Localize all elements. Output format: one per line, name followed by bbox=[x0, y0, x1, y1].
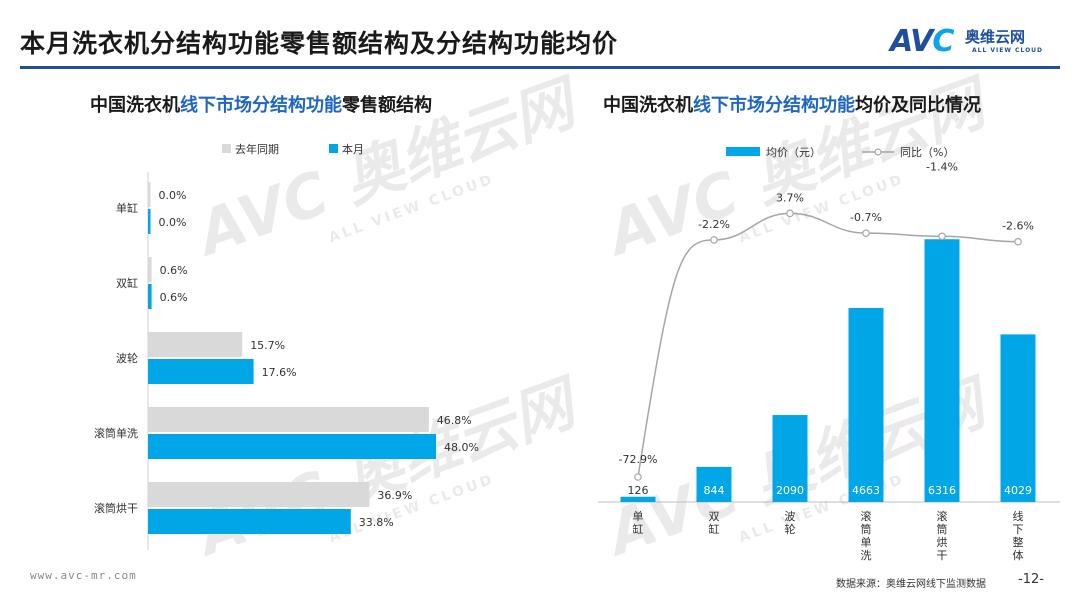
data-label: 0.0% bbox=[159, 189, 187, 202]
category-char: 筒 bbox=[861, 522, 872, 536]
category-char: 洗 bbox=[861, 549, 872, 562]
line-marker bbox=[786, 209, 794, 218]
data-label: 15.7% bbox=[250, 339, 285, 352]
bar-value-label: 2090 bbox=[776, 484, 804, 497]
line-value-label: -2.6% bbox=[1002, 220, 1034, 233]
bar-price bbox=[772, 415, 808, 502]
bar-value-label: 4663 bbox=[852, 484, 880, 497]
data-label: 0.6% bbox=[160, 264, 188, 277]
category-label: 波轮 bbox=[785, 510, 796, 536]
category-char: 整 bbox=[1013, 535, 1024, 549]
bar-last-year bbox=[148, 257, 152, 282]
bar-value-label: 4029 bbox=[1004, 484, 1032, 497]
category-label: 双缸 bbox=[709, 510, 720, 536]
legend: 去年同期 本月 bbox=[222, 142, 364, 156]
legend-swatch-current bbox=[329, 144, 338, 153]
bar-price bbox=[620, 496, 656, 502]
data-label: 0.6% bbox=[160, 291, 188, 304]
line-yoy bbox=[637, 212, 1019, 478]
category-char: 缸 bbox=[709, 522, 720, 536]
bar-current bbox=[148, 434, 436, 459]
logo-en: ALL VIEW CLOUD bbox=[972, 47, 1044, 54]
bar-current bbox=[148, 284, 152, 309]
bar-value-label: 844 bbox=[704, 484, 725, 497]
page-title: 本月洗衣机分结构功能零售额结构及分结构功能均价 bbox=[20, 29, 619, 58]
left-chart-title: 中国洗衣机线下市场分结构功能零售额结构 bbox=[90, 95, 432, 116]
category-char: 下 bbox=[1013, 523, 1024, 536]
category-label: 单缸 bbox=[116, 201, 138, 215]
category-label: 单缸 bbox=[633, 510, 644, 536]
category-char: 双 bbox=[709, 510, 720, 523]
right-chart-title: 中国洗衣机线下市场分结构功能均价及同比情况 bbox=[603, 95, 981, 116]
avc-logo: AVC 奥维云网 ALL VIEW CLOUD bbox=[890, 24, 1060, 64]
bar-current bbox=[148, 509, 351, 534]
bar-last-year bbox=[148, 482, 370, 507]
legend: 均价（元） 同比（%） bbox=[726, 146, 954, 159]
data-label: 0.0% bbox=[159, 216, 187, 229]
legend-swatch-last-year bbox=[222, 144, 231, 153]
bar-price bbox=[696, 466, 732, 502]
category-char: 波 bbox=[785, 510, 796, 523]
bar-current bbox=[148, 209, 151, 234]
category-char: 干 bbox=[937, 549, 948, 562]
bar-current bbox=[148, 359, 254, 384]
category-label: 滚筒单洗 bbox=[94, 426, 138, 440]
bar-value-label: 126 bbox=[628, 484, 649, 497]
category-char: 筒 bbox=[937, 522, 948, 536]
logo-cn: 奥维云网 bbox=[965, 28, 1026, 46]
line-value-label: 3.7% bbox=[776, 191, 804, 204]
category-char: 烘 bbox=[937, 535, 948, 549]
line-marker bbox=[1014, 237, 1022, 246]
bar-price bbox=[1000, 334, 1036, 502]
bar-last-year bbox=[148, 407, 429, 432]
legend-label-current: 本月 bbox=[342, 142, 364, 156]
category-label: 滚筒烘干 bbox=[94, 501, 138, 515]
data-label: 17.6% bbox=[262, 366, 297, 379]
legend-marker-yoy bbox=[874, 148, 882, 156]
price-combo-chart: 均价（元） 同比（%） 126 844 2090 4663 6316 4029 -72.9% -2… bbox=[598, 146, 1060, 562]
bar-price bbox=[924, 239, 960, 502]
line-marker bbox=[862, 229, 870, 237]
data-label: 46.8% bbox=[437, 414, 472, 427]
category-label: 滚筒单洗 bbox=[861, 509, 872, 562]
legend-label-price: 均价（元） bbox=[766, 146, 821, 159]
legend-label-last-year: 去年同期 bbox=[235, 142, 279, 156]
category-char: 线 bbox=[1013, 509, 1024, 523]
category-char: 滚 bbox=[861, 509, 872, 523]
data-label: 36.9% bbox=[377, 489, 412, 502]
bar-value-label: 6316 bbox=[928, 484, 956, 497]
category-char: 轮 bbox=[785, 522, 796, 536]
line-value-label: -0.7% bbox=[850, 211, 882, 224]
footer-source: 数据来源：奥维云网线下监测数据 bbox=[836, 579, 986, 590]
category-label: 双缸 bbox=[116, 276, 138, 290]
data-label: 48.0% bbox=[444, 441, 479, 454]
bar-price bbox=[848, 308, 884, 502]
legend-swatch-price bbox=[726, 147, 760, 156]
category-char: 缸 bbox=[633, 522, 644, 536]
footer-url: www.avc-mr.com bbox=[30, 569, 137, 582]
category-label: 波轮 bbox=[116, 351, 138, 365]
line-marker bbox=[634, 473, 642, 481]
category-label: 滚筒烘干 bbox=[937, 509, 948, 562]
logo-mark: AVC bbox=[890, 24, 954, 59]
line-marker bbox=[710, 236, 718, 244]
category-char: 滚 bbox=[937, 509, 948, 523]
legend-label-yoy: 同比（%） bbox=[900, 146, 954, 159]
line-marker bbox=[938, 232, 946, 241]
category-char: 体 bbox=[1013, 548, 1024, 562]
bar-last-year bbox=[148, 182, 151, 207]
line-value-label: -72.9% bbox=[619, 453, 658, 466]
data-label: 33.8% bbox=[359, 516, 394, 529]
title-rule bbox=[20, 66, 1060, 69]
page-number: -12- bbox=[1018, 572, 1044, 587]
category-char: 单 bbox=[633, 510, 644, 523]
line-value-label: -1.4% bbox=[926, 160, 958, 173]
category-char: 单 bbox=[861, 536, 872, 549]
bar-last-year bbox=[148, 332, 243, 357]
line-value-label: -2.2% bbox=[698, 218, 730, 231]
